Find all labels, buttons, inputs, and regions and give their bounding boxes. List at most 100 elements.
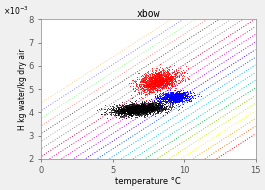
Point	[152, 75, 156, 78]
Point	[134, 112, 138, 115]
Point	[178, 98, 182, 101]
Point	[128, 104, 132, 107]
Point	[146, 89, 150, 92]
Point	[144, 80, 148, 83]
Point	[155, 109, 160, 112]
Point	[134, 106, 139, 109]
Point	[160, 76, 164, 79]
Point	[173, 75, 177, 78]
Point	[168, 97, 172, 100]
Point	[173, 98, 177, 101]
Point	[128, 107, 132, 110]
Point	[146, 106, 150, 109]
Point	[105, 116, 109, 119]
Point	[155, 79, 160, 82]
Point	[165, 108, 170, 111]
Point	[135, 88, 140, 91]
Point	[142, 110, 146, 113]
Point	[162, 80, 167, 83]
Point	[171, 95, 175, 98]
Point	[177, 90, 181, 93]
Point	[159, 84, 163, 87]
Point	[153, 78, 157, 81]
Point	[156, 103, 160, 106]
Point	[116, 106, 120, 109]
Point	[139, 109, 143, 112]
Point	[153, 105, 157, 108]
Point	[169, 100, 173, 103]
Point	[156, 97, 160, 100]
Point	[124, 109, 128, 112]
Point	[142, 87, 146, 90]
Point	[151, 81, 155, 84]
Point	[156, 82, 160, 85]
Point	[148, 79, 152, 82]
Point	[154, 80, 158, 83]
Point	[162, 70, 166, 73]
Point	[147, 80, 151, 83]
Point	[133, 104, 138, 107]
Point	[149, 110, 153, 113]
Point	[142, 81, 146, 84]
Point	[153, 80, 158, 83]
Point	[145, 85, 149, 88]
Point	[112, 109, 116, 112]
Point	[138, 83, 142, 86]
Point	[134, 106, 138, 109]
Point	[137, 104, 141, 107]
Point	[136, 111, 141, 114]
Point	[123, 109, 127, 112]
Point	[152, 87, 156, 90]
Point	[170, 94, 174, 97]
Point	[168, 79, 172, 82]
Point	[181, 89, 186, 92]
Point	[162, 73, 166, 76]
Point	[167, 97, 171, 100]
Point	[158, 82, 162, 85]
Point	[127, 106, 131, 109]
Point	[152, 83, 157, 86]
Point	[128, 111, 132, 114]
Point	[158, 89, 162, 93]
Point	[156, 79, 160, 82]
Point	[168, 101, 173, 104]
Point	[154, 71, 159, 74]
Point	[158, 93, 162, 96]
Point	[170, 97, 174, 100]
Point	[175, 92, 179, 95]
Point	[154, 107, 158, 110]
Point	[133, 80, 138, 83]
Point	[157, 84, 161, 87]
Point	[135, 112, 140, 115]
Point	[152, 107, 156, 110]
Point	[146, 104, 150, 107]
Point	[160, 76, 164, 79]
Point	[130, 107, 134, 110]
Point	[142, 108, 146, 111]
Point	[177, 91, 182, 94]
Point	[172, 82, 176, 86]
Point	[166, 109, 170, 112]
Point	[130, 109, 134, 112]
Point	[158, 78, 162, 81]
Point	[143, 105, 147, 108]
Point	[134, 111, 139, 114]
Point	[142, 110, 146, 113]
Point	[178, 96, 183, 99]
Point	[114, 110, 119, 113]
Point	[125, 106, 129, 109]
Point	[155, 74, 159, 77]
Point	[159, 79, 163, 82]
Point	[128, 111, 132, 114]
Point	[169, 96, 173, 99]
Point	[147, 88, 151, 91]
Point	[164, 82, 168, 85]
Point	[160, 81, 164, 84]
Point	[133, 108, 138, 111]
Point	[116, 113, 121, 116]
Point	[142, 103, 147, 106]
Point	[131, 107, 135, 110]
Point	[152, 86, 156, 89]
Point	[137, 107, 142, 110]
Point	[157, 72, 161, 75]
